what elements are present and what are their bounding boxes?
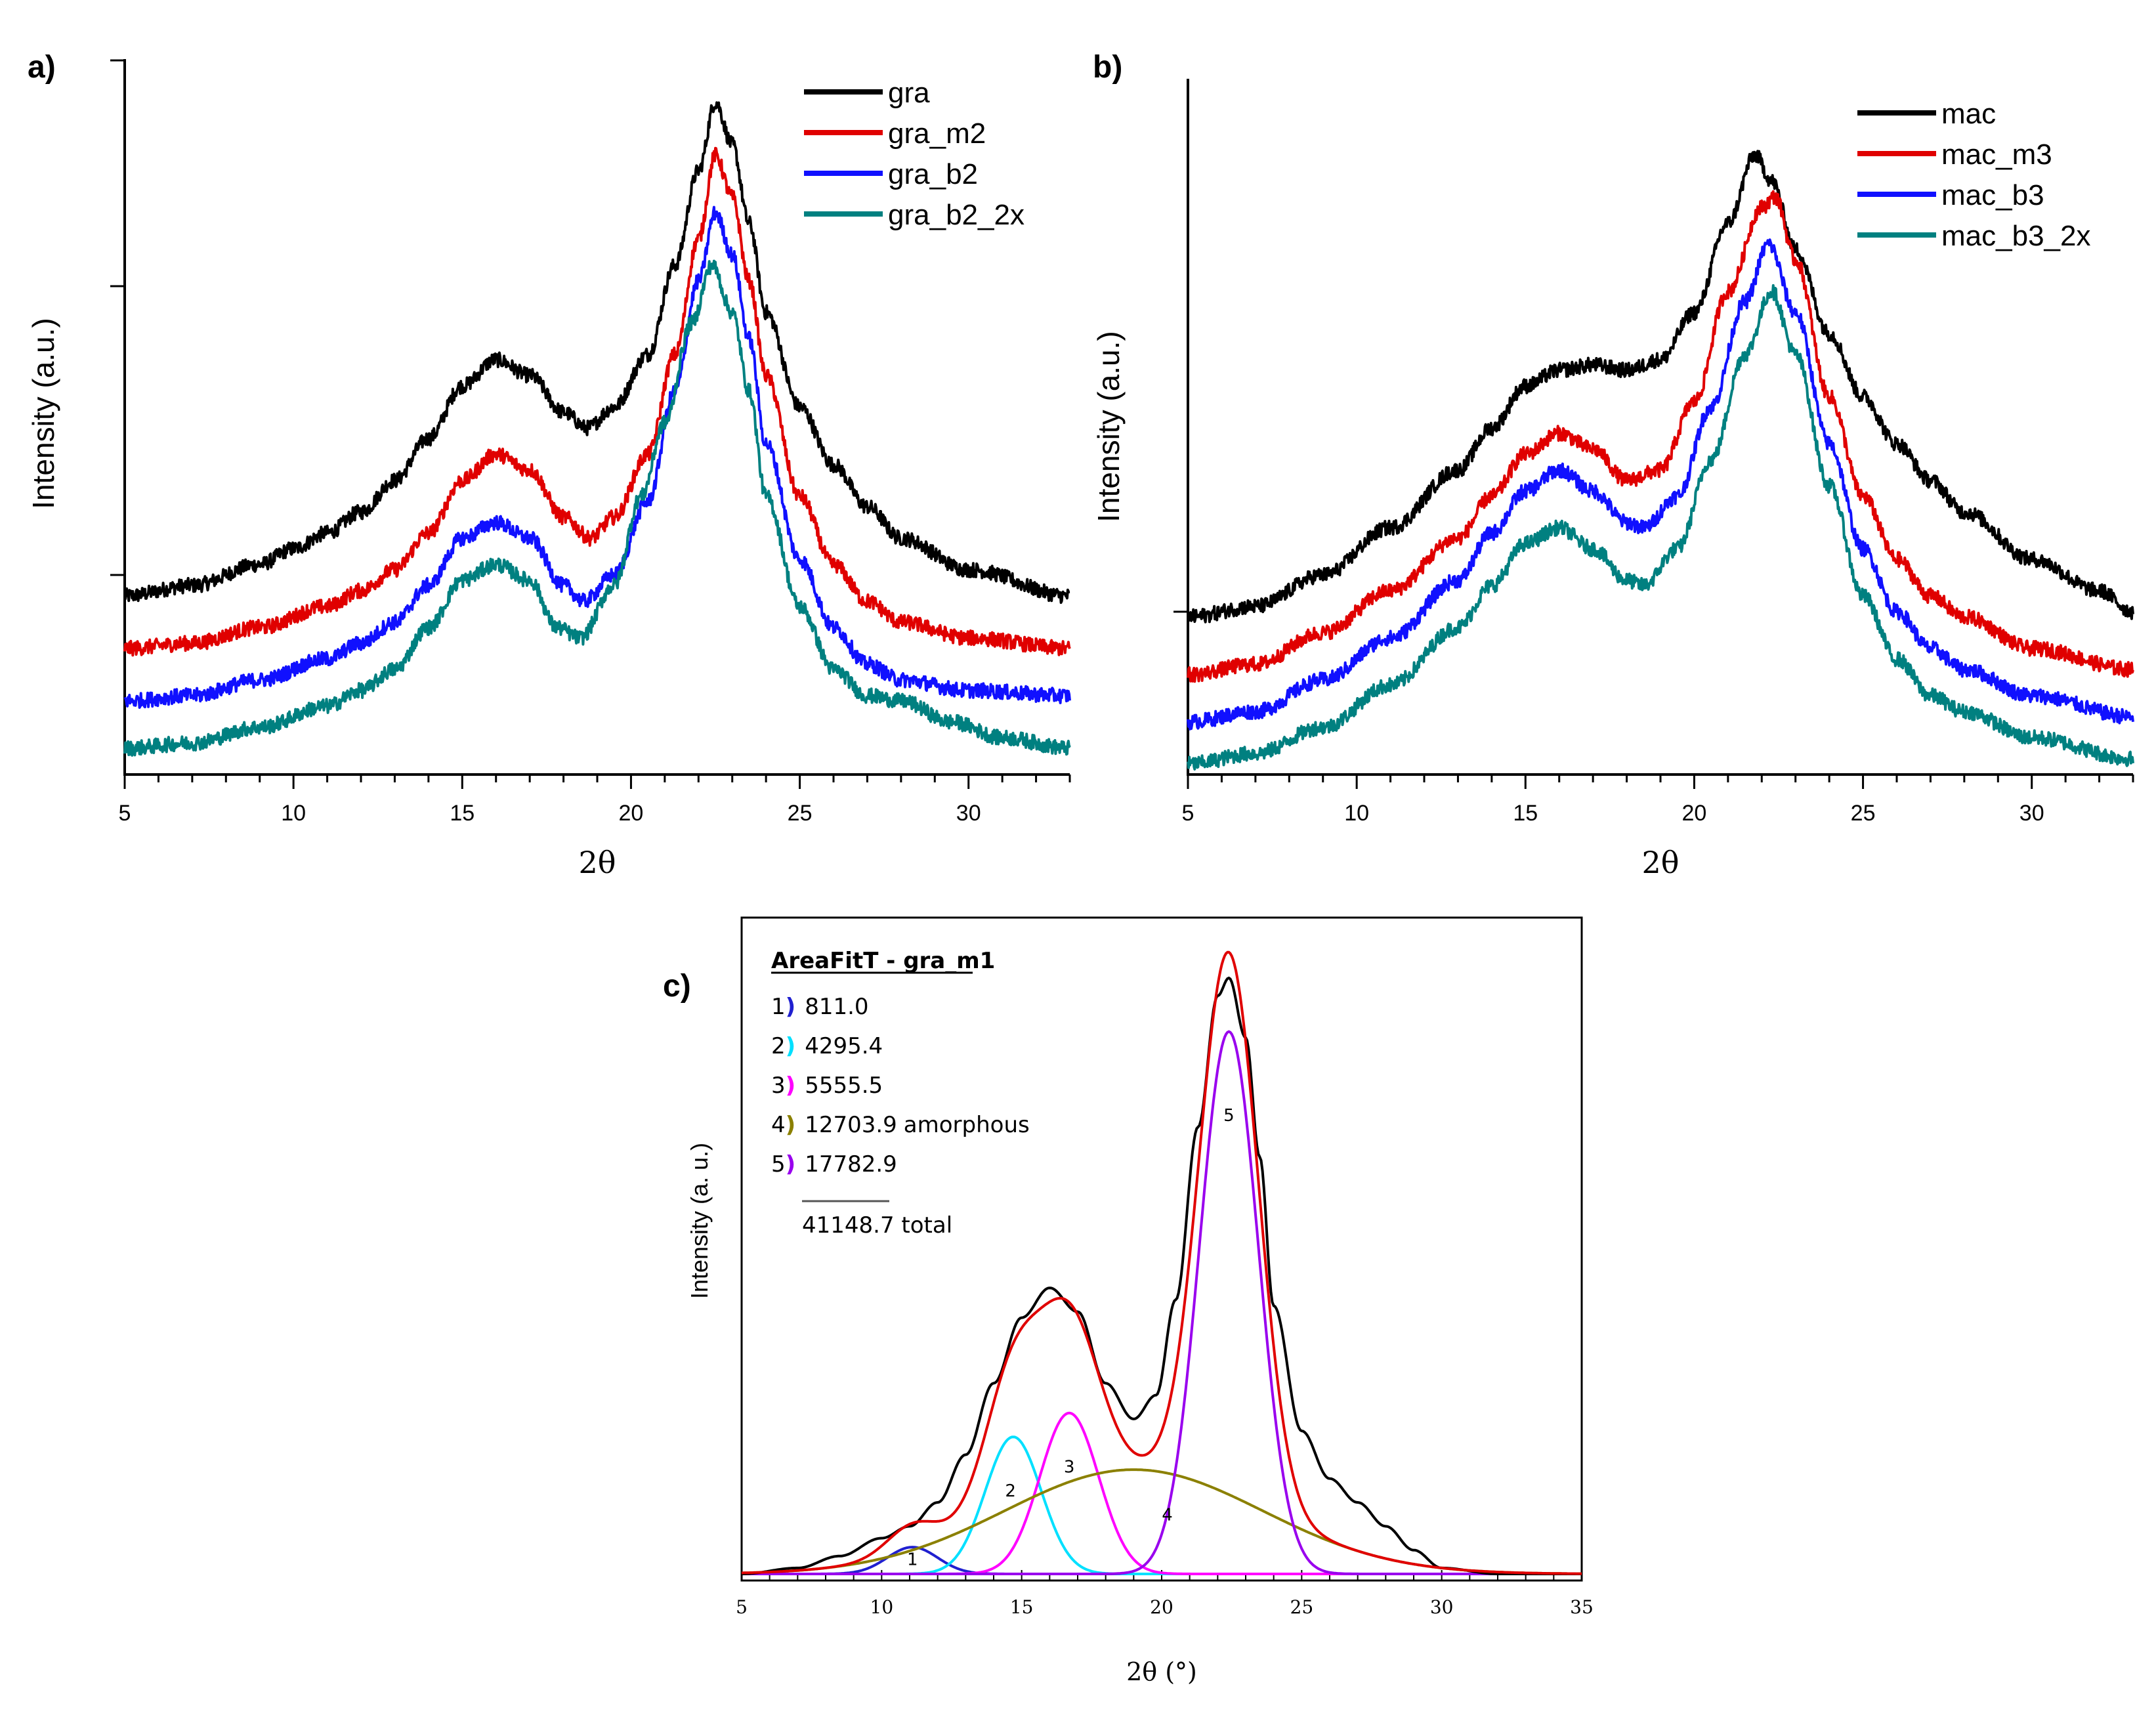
panel-c-legend-swatch: ) (786, 1072, 796, 1099)
panel-c-legend-index: 1 (771, 994, 786, 1020)
panel-c-legend: AreaFitT - gra_m1 1) 811.0 2) 4295.4 3) 5555.… (771, 948, 1030, 1239)
panel-a-x-tick-label: 5 (119, 801, 131, 826)
panel-c-legend-area: 12703.9 (805, 1112, 897, 1138)
panel-a-legend-label: gra_b2 (888, 158, 978, 190)
panel-c-peak-label-2: 2 (1005, 1481, 1016, 1501)
panel-b-x-tick-label: 25 (1851, 801, 1876, 826)
panel-c-measured-curve (742, 976, 1582, 1575)
panel-a-series (123, 101, 1071, 757)
panel-a-legend-label: gra_b2_2x (888, 199, 1025, 231)
panel-c-legend-item: 2) 4295.4 (771, 1033, 883, 1059)
panel-c-legend-swatch: ) (786, 1033, 796, 1059)
panel-c-peak-labels: 1 2 3 4 5 (907, 1106, 1235, 1569)
panel-label-c: c) (663, 969, 691, 1004)
panel-c-legend-swatch: ) (786, 994, 796, 1020)
panel-c-legend-area: 4295.4 (805, 1033, 883, 1059)
panel-c-fit-peak-3 (742, 1411, 1582, 1575)
panel-c-peak-label-5: 5 (1223, 1106, 1235, 1126)
panel-a-series-gra (123, 101, 1070, 605)
panel-b-ylabel: Intensity (a.u.) (1091, 331, 1126, 522)
panel-b-legend-label: mac_b3 (1941, 179, 2044, 211)
panel-a-series-gra_m2 (123, 146, 1071, 657)
panel-c-series (741, 950, 1582, 1575)
panel-b-series-mac_b3 (1187, 238, 2134, 731)
panel-b-series-mac_b3_2x (1187, 284, 2134, 771)
panel-c-x-tick-label: 15 (1010, 1596, 1034, 1618)
panel-c-legend-area: 17782.9 (805, 1151, 897, 1178)
panel-b: b) 5 10 15 20 25 30 macmac_m3mac_b3mac_b3_2x … (1091, 50, 2134, 880)
panel-a-x-tick-label: 30 (956, 801, 981, 826)
panel-c-x-tick-label: 30 (1430, 1596, 1454, 1618)
panel-c-legend-index: 4 (771, 1112, 786, 1138)
panel-a-x-tick-label: 20 (619, 801, 644, 826)
panel-c-legend-swatch: ) (786, 1151, 796, 1178)
panel-c-total-label: total (901, 1212, 952, 1239)
panel-c-total: 41148.7 total (802, 1212, 952, 1239)
panel-c-legend-area: 5555.5 (805, 1072, 883, 1099)
panel-a-ticks: 5 10 15 20 25 30 (110, 59, 1071, 826)
panel-b-legend-label: mac (1941, 98, 1996, 130)
panel-c-ylabel: Intensity (a. u.) (686, 1143, 713, 1299)
panel-a-series-gra_b2 (123, 205, 1071, 709)
panel-c-title: AreaFitT - gra_m1 (771, 948, 995, 974)
panel-b-series (1187, 150, 2134, 771)
panel-a-legend-label: gra (888, 77, 930, 109)
panel-b-x-tick-label: 10 (1344, 801, 1369, 826)
panel-c-legend-index: 5 (771, 1151, 786, 1178)
panel-b-legend-label: mac_b3_2x (1941, 220, 2090, 252)
panel-a-legend-label: gra_m2 (888, 117, 986, 150)
panel-c-legend-index: 2 (771, 1033, 786, 1059)
panel-c-fit-peak-5 (742, 1030, 1582, 1575)
panel-a-x-tick-label: 15 (450, 801, 475, 826)
panel-b-x-tick-label: 5 (1182, 801, 1194, 826)
panel-b-series-mac_m3 (1187, 190, 2134, 683)
panel-a-legend: gra gra_m2 gra_b2 gra_b2_2x (804, 77, 1025, 231)
panel-c-x-tick-label: 25 (1290, 1596, 1314, 1618)
panel-label-a: a) (28, 50, 56, 85)
panel-c-peak-label-3: 3 (1064, 1458, 1075, 1477)
panel-b-x-tick-label: 30 (2019, 801, 2044, 826)
panel-c-x-tick-label: 35 (1570, 1596, 1594, 1618)
panel-a: a) 5 10 15 20 25 30 gragra_m2gra_b2gra_b2_2x … (26, 50, 1071, 880)
panel-c-legend-item: 3) 5555.5 (771, 1072, 883, 1099)
panel-a-x-tick-label: 10 (281, 801, 306, 826)
panel-c-x-tick-label: 20 (1150, 1596, 1173, 1618)
panel-c-legend-suffix: amorphous (904, 1112, 1030, 1138)
panel-a-x-tick-label: 25 (788, 801, 813, 826)
panel-b-x-tick-label: 15 (1513, 801, 1538, 826)
panel-b-legend: mac mac_m3 mac_b3 mac_b3_2x (1857, 98, 2090, 252)
panel-b-xlabel: 2θ (1642, 845, 1680, 880)
panel-c-cumulative-fit (741, 950, 1582, 1575)
panel-c-x-tick-label: 5 (736, 1596, 748, 1618)
panel-a-ylabel: Intensity (a.u.) (26, 318, 60, 509)
panel-b-x-tick-label: 20 (1682, 801, 1707, 826)
panel-b-legend-label: mac_m3 (1941, 138, 2052, 171)
panel-c-x-tick-label: 10 (870, 1596, 894, 1618)
panel-c-total-value: 41148.7 (802, 1212, 895, 1239)
panel-c-legend-index: 3 (771, 1072, 786, 1099)
panel-c-legend-items: 1) 811.0 2) 4295.4 3) 5555.5 4) 12703.9 amorphou… (771, 994, 1030, 1178)
panel-c-legend-item: 1) 811.0 (771, 994, 869, 1020)
panel-c-legend-item: 5) 17782.9 (771, 1151, 897, 1178)
panel-a-series-gra_b2_2x (123, 259, 1071, 757)
panel-c-xlabel: 2θ (°) (1126, 1657, 1197, 1686)
panel-c-legend-area: 811.0 (805, 994, 868, 1020)
panel-b-ticks: 5 10 15 20 25 30 (1173, 610, 2134, 826)
panel-c-legend-item: 4) 12703.9 amorphous (771, 1112, 1030, 1138)
panel-label-b: b) (1093, 50, 1122, 85)
panel-a-xlabel: 2θ (579, 845, 616, 880)
panel-b-series-mac (1187, 150, 2134, 624)
panel-c-peak-label-1: 1 (907, 1550, 918, 1569)
panel-c-ticks: 5 10 15 20 25 30 35 (736, 1570, 1594, 1618)
panel-c-legend-swatch: ) (786, 1112, 796, 1138)
panel-c-peak-label-4: 4 (1162, 1505, 1173, 1525)
